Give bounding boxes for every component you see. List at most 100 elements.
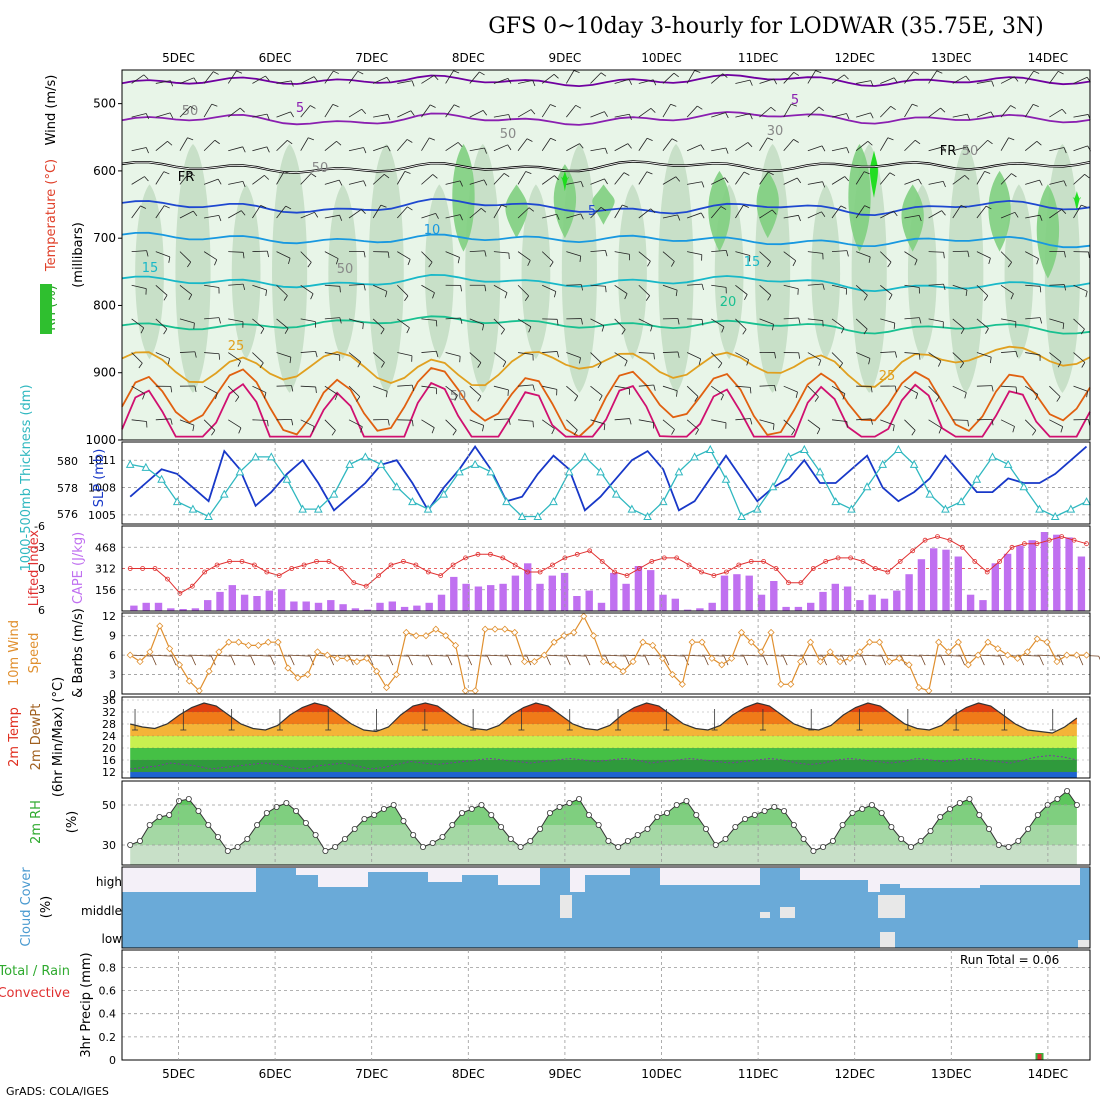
wind-speed-point: [185, 677, 193, 685]
wind-barb: [493, 418, 509, 421]
wind-barb: [469, 110, 484, 118]
wind-barb: [855, 284, 868, 296]
cape-bar: [843, 586, 852, 611]
wind-barb-flag: [684, 655, 689, 666]
wind-barb: [300, 318, 316, 323]
wind-barb: [1024, 140, 1038, 152]
wind-barb-flag: [749, 79, 753, 86]
wind-barb-flag: [650, 325, 653, 332]
wind-barb: [1001, 385, 1017, 388]
wind-barb: [155, 352, 170, 359]
wind-barb: [952, 419, 968, 421]
wind-barb-flag: [145, 113, 149, 120]
wind-barb: [952, 284, 968, 291]
wind-barb-flag: [188, 294, 193, 301]
cloud-mid-low-fill: [122, 892, 1090, 948]
wind-barb: [421, 212, 436, 219]
thickness-point: [188, 504, 198, 513]
wind-barb-flag: [432, 292, 435, 299]
wind-barb-flag: [459, 180, 463, 187]
thickness-point: [862, 482, 872, 491]
wind-barb: [879, 137, 889, 151]
panel-frame: [121, 780, 1091, 866]
wind-barb: [686, 385, 699, 397]
wind-barb-flag: [335, 258, 339, 265]
cape-bar: [1065, 537, 1073, 611]
lifted-index-point: [251, 562, 257, 568]
wind-barb: [783, 284, 799, 290]
wind-barb: [735, 142, 749, 152]
lifted-index-point: [363, 583, 369, 589]
contour-label: 15: [142, 261, 159, 276]
wind-barb-flag: [893, 77, 898, 84]
wind-speed-point: [432, 625, 440, 633]
wind-barb-flag: [701, 319, 704, 326]
lifted-index-point: [487, 551, 493, 557]
wind-barb-flag: [331, 430, 336, 436]
wind-barb: [590, 352, 602, 364]
thickness-point: [329, 489, 339, 498]
rh2m-point: [947, 806, 954, 813]
lifted-index-point: [661, 555, 667, 561]
wind-barb: [300, 251, 312, 263]
wind-barb-flag: [988, 258, 991, 265]
wind-barb: [517, 80, 533, 84]
wind-barb: [541, 419, 555, 429]
wind-barb: [276, 205, 287, 219]
cape-bar: [351, 608, 360, 611]
wind-barb: [493, 385, 509, 391]
wind-barb-flag: [725, 112, 729, 119]
wind-barb: [324, 317, 340, 320]
cloud-high-block: [462, 875, 498, 892]
wind-barb-flag: [430, 104, 436, 108]
wind-barb-flag: [796, 177, 802, 184]
rh2m-point: [937, 814, 944, 821]
rh2m-point: [293, 808, 300, 815]
wind-barb: [928, 70, 938, 84]
wind-barb: [397, 139, 408, 151]
wind-barb: [711, 385, 724, 396]
wind-barb: [445, 142, 459, 152]
wind-barb: [348, 180, 364, 185]
wind-barb-flag: [646, 137, 653, 142]
wind-barb-flag: [284, 171, 290, 174]
wind-barb: [686, 70, 695, 84]
wind-barb-flag: [1061, 108, 1067, 114]
thickness-point: [878, 459, 888, 468]
wind-barb: [131, 284, 147, 290]
wind-barb: [1049, 180, 1065, 185]
wind-barb: [179, 172, 190, 185]
wind-barb-flag: [242, 146, 246, 153]
wind-barb: [228, 107, 241, 118]
wind-barb: [493, 204, 502, 219]
rh2m-point: [1073, 802, 1080, 809]
rh2m-point: [488, 812, 495, 819]
wind-barb-flag: [867, 140, 873, 146]
contour-label: 20: [720, 295, 737, 310]
wind-barb-flag: [404, 170, 411, 174]
lifted-index-point: [562, 555, 568, 561]
isotherm-5: [121, 198, 1091, 217]
lifted-index-point: [189, 583, 195, 589]
cape-bar: [400, 606, 409, 611]
rh-shade-region: [708, 170, 731, 252]
wind-speed-point: [1023, 648, 1031, 656]
rh2m-point: [546, 810, 553, 817]
axis-label-10m-wind: 10m Wind: [7, 620, 22, 686]
wind-barb: [203, 178, 219, 185]
wind-barb-flag: [551, 428, 555, 435]
wind-barb-flag: [482, 324, 485, 331]
wind-barb: [542, 351, 558, 353]
wind-barb: [807, 70, 816, 84]
thickness-point: [455, 467, 464, 476]
cape-bar: [720, 575, 729, 611]
wind-barb-flag: [697, 105, 703, 110]
wind-barb: [324, 419, 336, 431]
rh-shade-region: [901, 184, 924, 252]
wind-barb: [686, 212, 702, 219]
wind-barb-flag: [218, 317, 221, 324]
wind-barb: [445, 352, 461, 357]
wind-barb: [976, 385, 992, 387]
wind-barb: [228, 352, 241, 362]
wind-barb: [761, 654, 784, 657]
